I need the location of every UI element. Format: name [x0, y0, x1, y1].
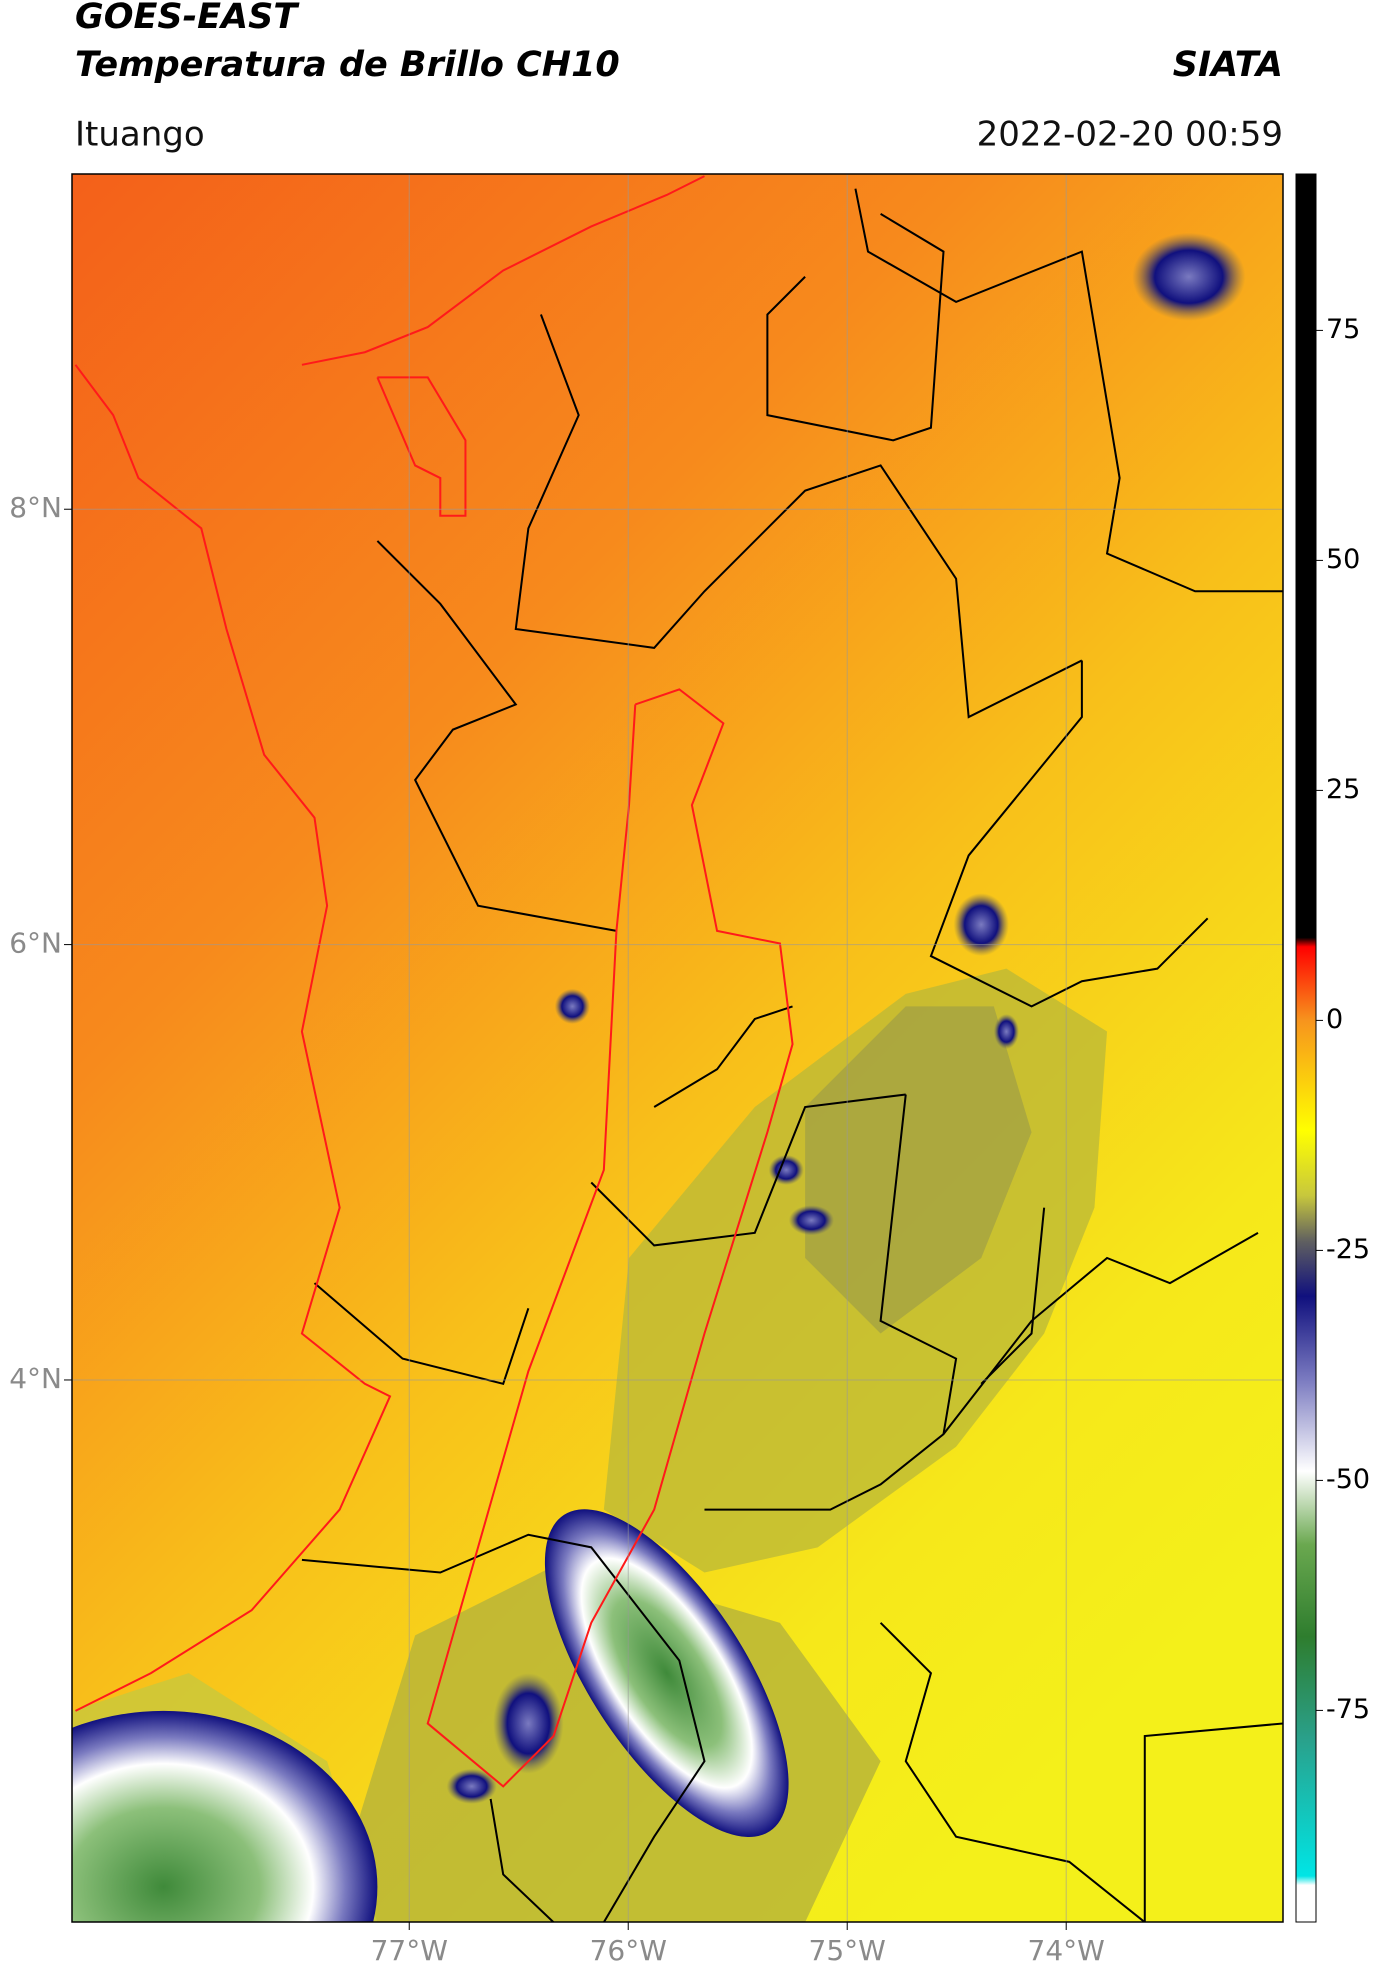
colorbar-label: -50 [1326, 1464, 1370, 1495]
map-frame [71, 173, 1284, 1923]
grid [72, 174, 1283, 1922]
colorbar-label: -75 [1326, 1694, 1370, 1725]
map-imagery [72, 174, 1283, 1922]
brand: SIATA [1173, 45, 1283, 85]
colorbar-label: 50 [1326, 544, 1360, 575]
title: GOES-EAST [75, 0, 300, 37]
lon-label: 76°W [590, 1934, 667, 1967]
colorbar-label: 75 [1326, 314, 1360, 345]
timestamp: 2022-02-20 00:59 [977, 115, 1283, 155]
lon-label: 77°W [371, 1934, 448, 1967]
lat-label: 6°N [9, 927, 62, 960]
lat-label: 4°N [9, 1362, 62, 1395]
colorbar [1295, 173, 1317, 1923]
subtitle: Temperatura de Brillo CH10 [75, 45, 620, 85]
colorbar-label: -25 [1326, 1234, 1370, 1265]
lon-label: 74°W [1028, 1934, 1105, 1967]
lat-label: 8°N [9, 491, 62, 524]
lon-label: 75°W [809, 1934, 886, 1967]
location: Ituango [75, 115, 205, 155]
colorbar-label: 0 [1326, 1004, 1343, 1035]
colorbar-label: 25 [1326, 774, 1360, 805]
